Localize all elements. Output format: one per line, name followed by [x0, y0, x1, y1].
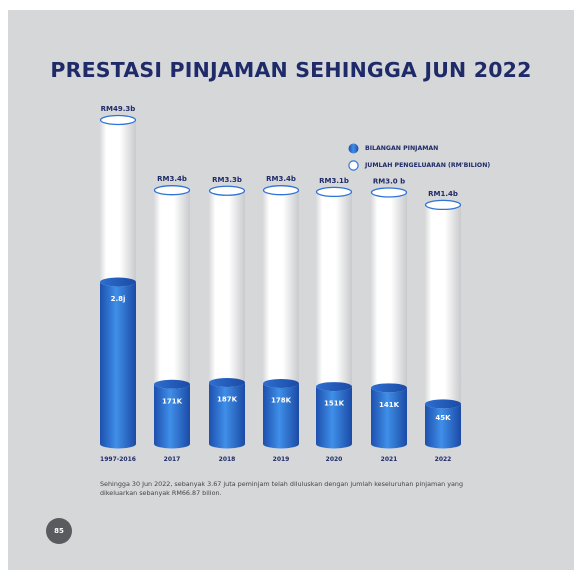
amount-label: RM3.1b [319, 177, 349, 185]
amount-cylinder-top [99, 114, 137, 126]
x-tick-label: 2020 [326, 456, 343, 463]
cylinder-chart: RM49.3b 2.8j 1997-2016 RM3.4b 171K 2017 RM3.3b… [99, 105, 462, 463]
count-cylinder [425, 403, 461, 449]
count-cylinder-top [425, 399, 461, 409]
legend-swatch-white [348, 159, 359, 171]
amount-cylinder [425, 204, 461, 449]
legend-item-count: BILANGAN PINJAMAN [348, 141, 438, 155]
page-number-badge: 85 [46, 518, 72, 544]
count-cylinder-top [316, 382, 352, 392]
legend-item-amount: JUMLAH PENGELUARAN (RM'BILION) [348, 158, 490, 172]
count-cylinder [209, 382, 245, 449]
legend-label-count: BILANGAN PINJAMAN [365, 144, 439, 152]
count-label: 141K [379, 401, 400, 409]
bar-group: RM3.0 b 141K 2021 [370, 177, 408, 463]
count-cylinder [154, 384, 190, 449]
count-cylinder [371, 387, 407, 449]
bar-group: RM3.3b 187K 2018 [208, 176, 246, 463]
x-tick-label: 2021 [381, 456, 398, 463]
legend-label-amount: JUMLAH PENGELUARAN (RM'BILION) [365, 161, 491, 169]
x-tick-label: 1997-2016 [100, 456, 136, 463]
amount-cylinder-top [262, 185, 300, 196]
amount-label: RM3.4b [266, 175, 296, 183]
count-cylinder [100, 282, 136, 449]
amount-label: RM1.4b [428, 190, 458, 198]
count-cylinder-top [209, 378, 245, 388]
bar-group: RM49.3b 2.8j 1997-2016 [99, 105, 137, 463]
count-cylinder-top [100, 277, 136, 287]
count-label: 171K [162, 397, 183, 405]
count-label: 178K [271, 396, 292, 404]
footnote-text: Sehingga 30 Jun 2022, sebanyak 3.67 juta… [100, 480, 464, 497]
x-tick-label: 2018 [219, 456, 236, 463]
amount-label: RM3.4b [157, 175, 187, 183]
x-tick-label: 2019 [273, 456, 290, 463]
amount-label: RM3.3b [212, 176, 242, 184]
bar-group: RM1.4b 45K 2022 [424, 190, 462, 463]
bar-group: RM3.1b 151K 2020 [315, 177, 353, 463]
amount-cylinder-top [370, 187, 408, 198]
count-label: 2.8j [111, 295, 126, 303]
count-label: 45K [435, 414, 451, 422]
chart-title: PRESTASI PINJAMAN SEHINGGA JUN 2022 [50, 58, 532, 82]
amount-cylinder-top [208, 185, 246, 196]
x-tick-label: 2017 [164, 456, 181, 463]
count-label: 187K [217, 396, 238, 404]
bar-group: RM3.4b 178K 2019 [262, 175, 300, 463]
amount-label: RM3.0 b [373, 177, 405, 185]
count-cylinder [316, 386, 352, 449]
count-cylinder-top [263, 378, 299, 388]
count-cylinder-top [154, 379, 190, 389]
amount-label: RM49.3b [101, 105, 136, 113]
amount-cylinder-top [315, 186, 353, 198]
infographic-page: PRESTASI PINJAMAN SEHINGGA JUN 2022 RM49… [8, 10, 574, 570]
x-tick-label: 2022 [435, 456, 452, 463]
legend-swatch-blue [348, 143, 359, 153]
count-cylinder [263, 383, 299, 449]
bar-group: RM3.4b 171K 2017 [153, 175, 191, 463]
count-label: 151K [324, 400, 345, 408]
amount-cylinder-top [153, 185, 191, 196]
count-cylinder-top [371, 383, 407, 393]
amount-cylinder-top [424, 199, 462, 211]
